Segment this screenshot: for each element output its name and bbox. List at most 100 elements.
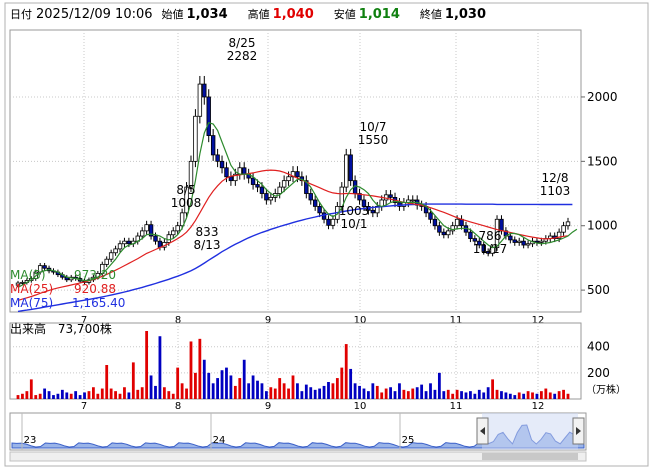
candle-body: [565, 221, 571, 227]
volume-bar: [460, 391, 463, 399]
volume-bar: [118, 393, 122, 399]
volume-bar: [202, 359, 206, 399]
navigator[interactable]: 23 24 25: [9, 412, 587, 462]
volume-bar: [198, 338, 202, 399]
price-annotation-label: 11/17: [473, 242, 508, 256]
navigator-selection[interactable]: [482, 413, 578, 450]
volume-bar: [92, 387, 95, 399]
price-annotation-label: 1003: [339, 204, 370, 218]
volume-bar: [517, 392, 521, 399]
volume-x-tick-label: 7: [81, 401, 87, 412]
navigator-scroll-thumb[interactable]: [482, 453, 578, 460]
volume-bar: [380, 392, 384, 399]
volume-bar: [291, 375, 295, 399]
candle-body: [361, 199, 367, 207]
candle-body: [193, 115, 198, 162]
volume-bar: [349, 368, 353, 399]
navigator-year-label: 25: [402, 435, 415, 446]
volume-bar: [486, 387, 490, 399]
price-annotation-label: 1103: [540, 184, 571, 198]
navigator-years: 23 24 25: [21, 413, 415, 450]
volume-bar: [25, 391, 29, 399]
candle-body: [286, 176, 291, 182]
volume-bar: [247, 383, 251, 399]
volume-bar: [273, 388, 277, 399]
volume-bar: [473, 393, 477, 399]
volume-bar: [375, 385, 379, 399]
ma5-value: 973.20: [74, 268, 116, 282]
volume-x-tick-label: 12: [532, 401, 545, 412]
candle-body: [42, 265, 47, 269]
price-annotation-label: 10/1: [341, 217, 368, 231]
volume-bar: [406, 391, 410, 399]
volume-bar: [442, 391, 446, 399]
low-label: 安値: [333, 8, 356, 21]
ma-legend-row-75: MA(75) 1,165.40: [10, 296, 125, 310]
volume-bar: [189, 341, 193, 399]
volume-bar: [207, 372, 211, 399]
volume-y-axis: 400 200: [587, 340, 610, 380]
volume-bar: [140, 387, 144, 399]
candle-body: [388, 194, 393, 198]
volume-bar: [455, 389, 459, 399]
candle-body: [153, 235, 158, 242]
candle-body: [472, 238, 478, 242]
ma-legend-row-5: MA(5) 973.20: [10, 268, 116, 282]
volume-bar: [74, 391, 78, 399]
volume-bar: [429, 383, 432, 399]
volume-bar: [500, 391, 503, 399]
volume-bar: [96, 393, 100, 399]
volume-bar: [127, 392, 131, 399]
volume-bar: [539, 391, 543, 399]
volume-bar: [477, 389, 481, 399]
volume-bar: [38, 393, 42, 399]
candle-body: [197, 83, 203, 117]
candle-body: [224, 167, 229, 178]
candle-body: [126, 240, 132, 245]
volume-bar: [131, 362, 135, 399]
price-annotation-label: 2282: [227, 49, 258, 63]
volume-bar: [216, 378, 219, 399]
volume-bar: [109, 388, 113, 399]
volume-bar: [158, 336, 162, 399]
candle-body: [259, 186, 265, 194]
candle-body: [561, 225, 566, 233]
candle-body: [304, 180, 309, 194]
volume-bar: [557, 391, 561, 399]
volume-unit-label: （万株）: [586, 383, 626, 396]
chevron-left-icon: [480, 427, 485, 435]
navigator-scrollbar[interactable]: [9, 451, 587, 462]
volume-bar: [353, 383, 357, 399]
volume-bar: [47, 391, 51, 399]
volume-bar: [300, 391, 304, 399]
high-value: 1,040: [272, 7, 314, 22]
price-x-axis: 7 8 9 10 11 12: [81, 315, 545, 326]
ma-legend-row-25: MA(25) 920.88: [10, 282, 116, 296]
candle-body: [184, 186, 189, 214]
volume-x-tick-label: 8: [175, 401, 181, 412]
ma75-line: [17, 203, 573, 313]
volume-bar: [513, 395, 517, 399]
volume-x-axis: 7 8 9 10 11 12: [81, 401, 545, 412]
candle-body: [512, 239, 517, 243]
volume-bar: [522, 393, 526, 399]
candle-body: [117, 243, 123, 250]
price-grid: [10, 30, 581, 312]
navigator-left-handle[interactable]: [476, 417, 489, 445]
volume-bar: [318, 388, 322, 399]
volume-bar: [553, 393, 557, 399]
volume-bar: [242, 359, 246, 399]
high-label: 高値: [247, 8, 270, 21]
volume-bar: [384, 388, 388, 399]
candle-body: [326, 218, 331, 226]
volume-bar: [398, 383, 401, 399]
volume-bar: [69, 393, 73, 399]
volume-bar: [256, 380, 259, 399]
price-x-tick-label: 12: [532, 315, 545, 326]
candle-body: [242, 167, 247, 175]
candle-body: [202, 83, 207, 98]
navigator-right-handle[interactable]: [572, 417, 585, 445]
price-annotation-label: 1550: [358, 133, 389, 147]
candle-body: [188, 160, 194, 188]
candle-body: [15, 282, 21, 286]
